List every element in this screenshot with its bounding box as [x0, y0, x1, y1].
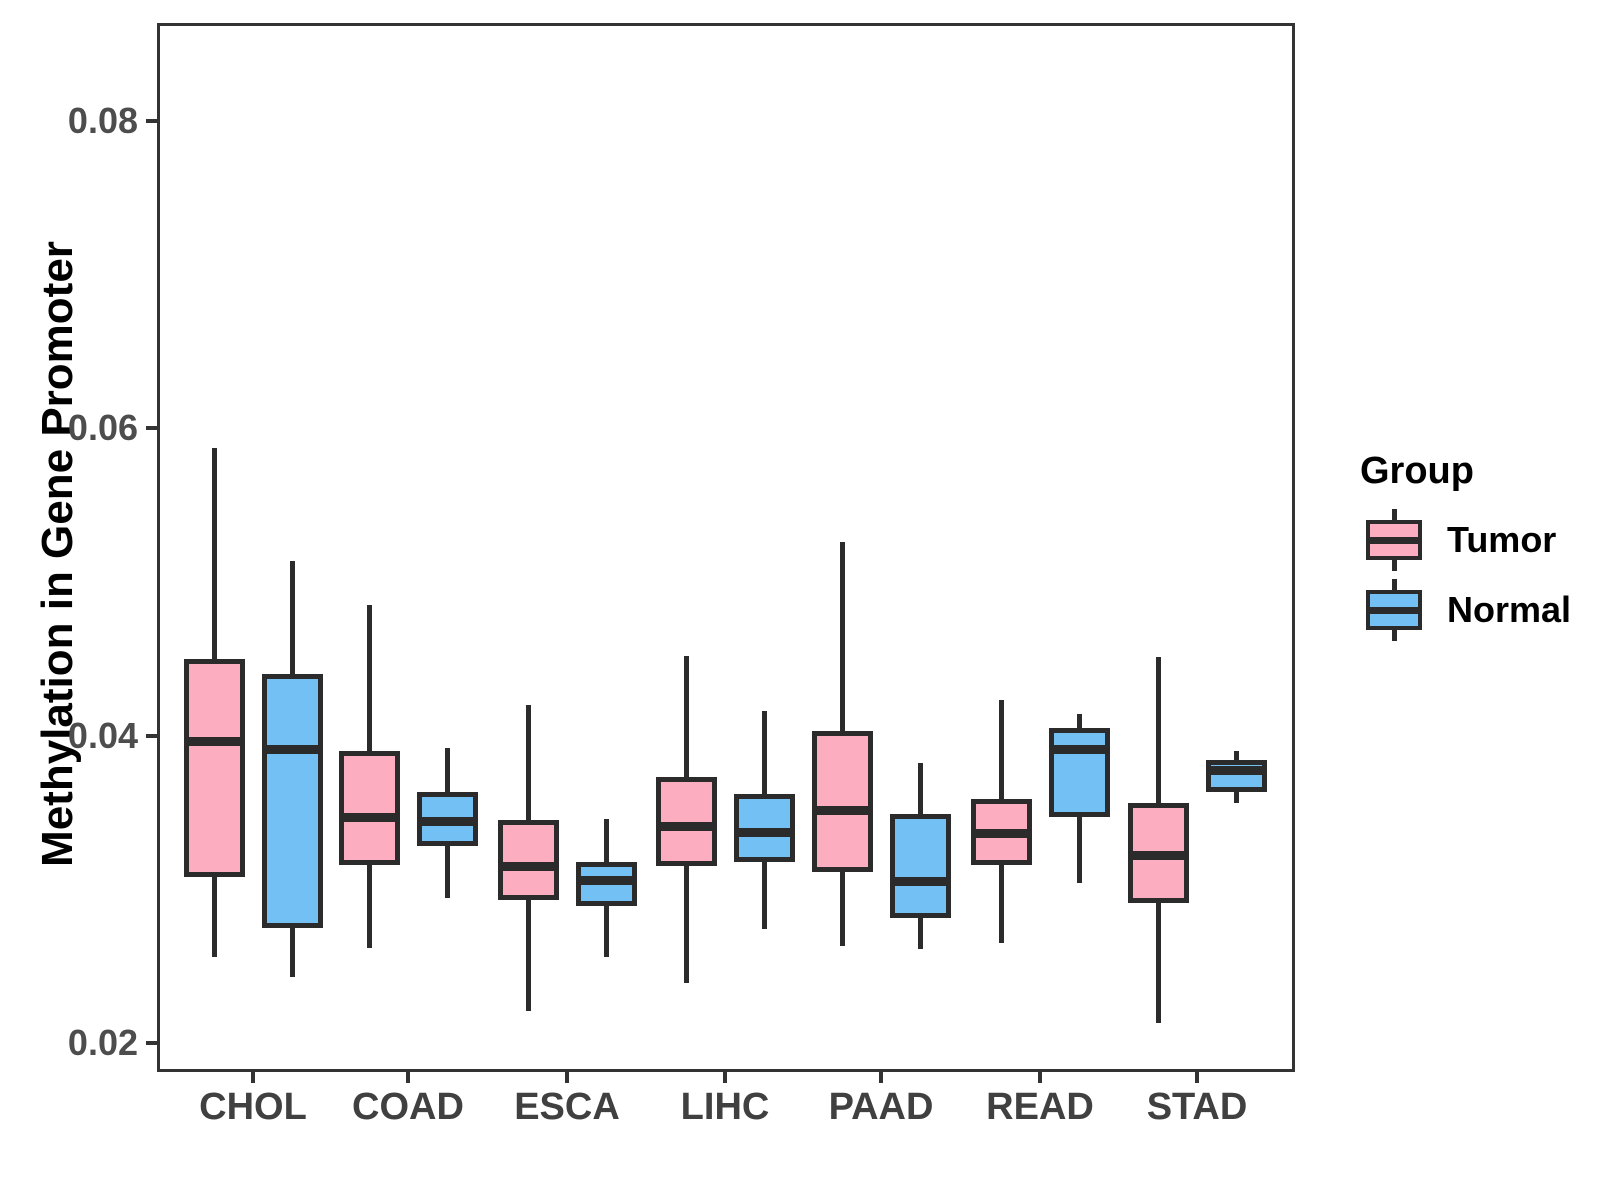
- y-tick-mark: [146, 426, 157, 431]
- median-line: [580, 875, 632, 885]
- legend: Group Tumor Normal: [1332, 450, 1592, 647]
- iqr-box: [811, 731, 873, 873]
- x-tick-mark: [723, 1072, 727, 1083]
- median-line: [421, 817, 473, 827]
- y-tick-mark: [146, 1040, 157, 1045]
- y-tick-label: 0.08: [67, 100, 138, 142]
- median-line: [343, 812, 395, 822]
- x-tick-label-coad: COAD: [352, 1086, 464, 1128]
- x-tick-label-esca: ESCA: [514, 1086, 620, 1128]
- iqr-box: [1048, 727, 1110, 818]
- plot-panel: [157, 23, 1295, 1072]
- iqr-box: [889, 813, 951, 919]
- x-tick-mark: [1038, 1072, 1042, 1083]
- x-tick-label-paad: PAAD: [828, 1086, 934, 1128]
- median-line: [975, 829, 1027, 839]
- legend-label-tumor: Tumor: [1447, 519, 1557, 560]
- y-tick-mark: [146, 119, 157, 124]
- median-line: [502, 861, 554, 871]
- median-line: [1132, 850, 1184, 860]
- x-tick-label-stad: STAD: [1146, 1086, 1248, 1128]
- normal-boxplot-key-icon: [1366, 579, 1422, 641]
- median-line: [188, 737, 240, 747]
- iqr-box: [733, 794, 795, 862]
- x-tick-mark: [565, 1072, 569, 1083]
- legend-label-normal: Normal: [1447, 589, 1572, 630]
- iqr-box: [183, 658, 245, 877]
- key-median: [1370, 607, 1418, 614]
- x-tick-label-read: READ: [986, 1086, 1094, 1128]
- median-line: [816, 806, 868, 816]
- y-tick-label: 0.04: [67, 714, 138, 756]
- x-tick-mark: [879, 1072, 883, 1083]
- iqr-box: [261, 674, 323, 928]
- y-axis-title: Methylation in Gene Promoter: [33, 241, 82, 867]
- iqr-box: [1205, 760, 1267, 793]
- legend-item-tumor: Tumor: [1332, 507, 1592, 575]
- legend-title: Group: [1360, 450, 1474, 492]
- legend-item-normal: Normal: [1332, 577, 1592, 645]
- iqr-box: [497, 820, 559, 900]
- y-tick-label: 0.06: [67, 407, 138, 449]
- x-tick-label-chol: CHOL: [199, 1086, 307, 1128]
- x-tick-label-lihc: LIHC: [680, 1086, 770, 1128]
- median-line: [738, 827, 790, 837]
- x-tick-mark: [1195, 1072, 1199, 1083]
- median-line: [1053, 744, 1105, 754]
- x-tick-mark: [251, 1072, 255, 1083]
- tumor-boxplot-key-icon: [1366, 509, 1422, 571]
- iqr-box: [655, 777, 717, 867]
- x-tick-mark: [406, 1072, 410, 1083]
- median-line: [1210, 766, 1262, 776]
- median-line: [266, 744, 318, 754]
- median-line: [894, 877, 946, 887]
- iqr-box: [338, 751, 400, 865]
- key-median: [1370, 537, 1418, 544]
- y-tick-label: 0.02: [67, 1021, 138, 1063]
- median-line: [660, 821, 712, 831]
- y-tick-mark: [146, 733, 157, 738]
